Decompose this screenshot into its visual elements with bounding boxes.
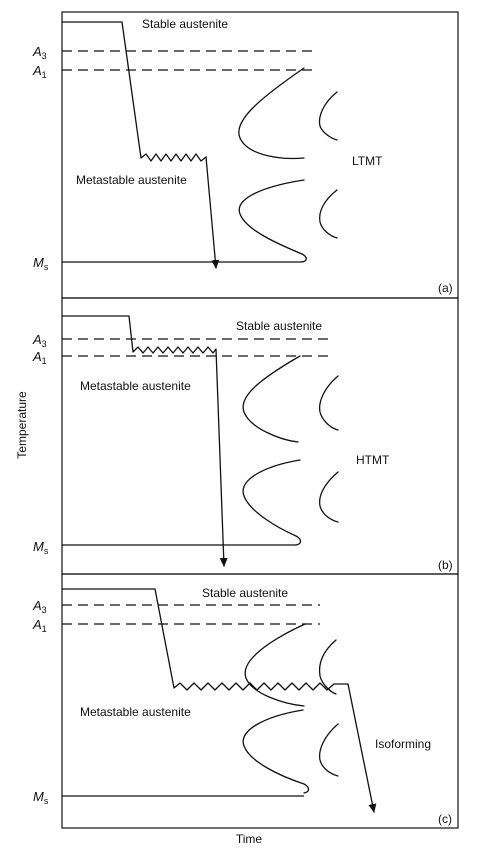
panel-b-a1-label: A1 [32, 349, 47, 366]
panel-b-start-curve-upper [242, 355, 301, 443]
panel-a-frame [61, 11, 459, 299]
panel-a: A3 A1 Ms Stable austenite Metastable aus… [32, 11, 459, 299]
panel-a-tag: (a) [438, 281, 453, 295]
panel-b-process-label: HTMT [356, 453, 390, 467]
panel-c-stable-label: Stable austenite [202, 586, 288, 600]
panel-b-ms-label: Ms [33, 539, 49, 556]
panel-a-start-curve-lower [238, 179, 307, 263]
panel-a-ms-label: Ms [33, 255, 49, 272]
panel-a-start-curve-upper [238, 67, 305, 160]
panel-c: A3 A1 Ms Stable austenite Metastable aus… [32, 573, 459, 829]
panel-a-process-path [61, 21, 220, 269]
panel-c-ms-label: Ms [33, 789, 49, 806]
panel-c-metastable-label: Metastable austenite [80, 705, 191, 719]
panel-a-finish-curve-lower [318, 189, 338, 239]
panel-b-stable-label: Stable austenite [236, 319, 322, 333]
panel-c-process-label: Isoforming [375, 737, 431, 751]
panel-b-process-path [61, 315, 228, 567]
panel-a-process-label: LTMT [352, 154, 383, 168]
panel-c-process-path [61, 588, 377, 813]
panel-c-tag: (c) [438, 812, 452, 826]
panel-a-a1-label: A1 [32, 63, 47, 80]
panel-b-finish-curve-lower [318, 471, 339, 523]
x-axis-label: Time [236, 832, 263, 846]
panel-b-finish-curve-upper [318, 375, 339, 431]
panel-b: A3 A1 Ms Stable austenite Metastable aus… [32, 297, 459, 575]
panel-a-metastable-label: Metastable austenite [76, 173, 187, 187]
panel-b-a3-label: A3 [32, 332, 47, 349]
panel-b-metastable-label: Metastable austenite [80, 379, 191, 393]
panel-a-a3-label: A3 [32, 44, 47, 61]
panel-b-start-curve-lower [242, 459, 302, 546]
panel-c-finish-curve-lower [318, 723, 339, 777]
panel-a-finish-curve-upper [318, 91, 338, 141]
panel-c-finish-curve-upper [318, 639, 337, 695]
panel-c-start-curve-upper [244, 623, 306, 707]
panel-c-a1-label: A1 [32, 617, 47, 634]
panel-c-frame [61, 573, 459, 829]
panel-b-tag: (b) [438, 558, 453, 572]
panel-c-start-curve-lower [242, 709, 310, 794]
panel-a-stable-label: Stable austenite [142, 17, 228, 31]
panel-c-a3-label: A3 [32, 598, 47, 615]
y-axis-label: Temperature [15, 391, 29, 459]
